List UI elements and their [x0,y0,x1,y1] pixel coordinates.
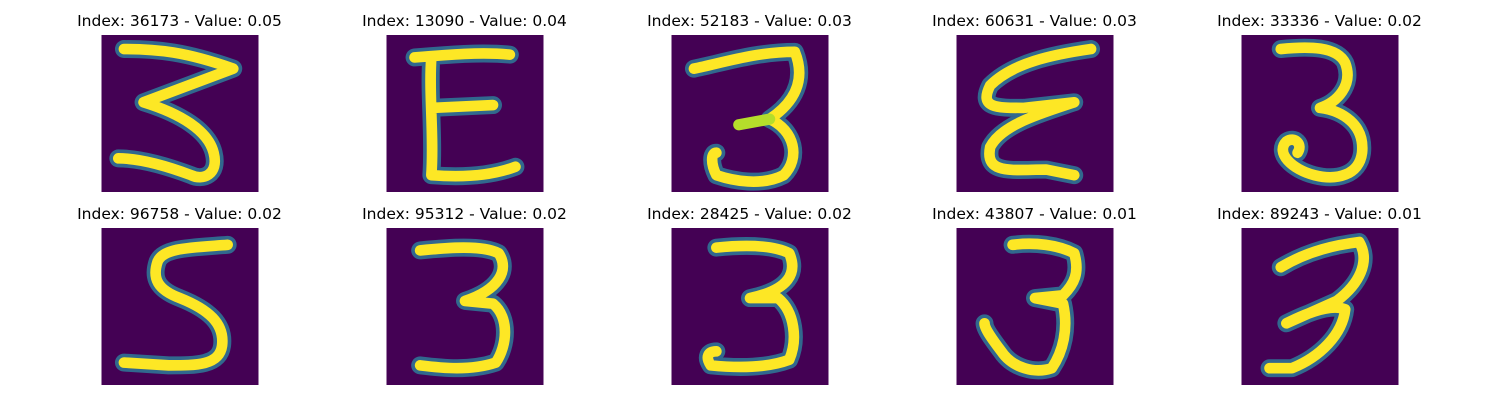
panel-7: Index: 95312 - Value: 0.02 [322,193,607,385]
digit-image [671,35,829,192]
digit-image [386,35,544,192]
digit-image [1241,228,1399,385]
digit-image [386,228,544,385]
panel-title: Index: 60631 - Value: 0.03 [932,12,1137,30]
panel-title: Index: 95312 - Value: 0.02 [362,205,567,223]
panel-6: Index: 96758 - Value: 0.02 [37,193,322,385]
digit-image [101,228,259,385]
digit-image [671,228,829,385]
panel-2: Index: 13090 - Value: 0.04 [322,0,607,192]
panel-title: Index: 36173 - Value: 0.05 [77,12,282,30]
panel-title: Index: 52183 - Value: 0.03 [647,12,852,30]
panel-3: Index: 52183 - Value: 0.03 [607,0,892,192]
digit-image [956,228,1114,385]
panel-title: Index: 43807 - Value: 0.01 [932,205,1137,223]
panel-4: Index: 60631 - Value: 0.03 [892,0,1177,192]
panel-1: Index: 36173 - Value: 0.05 [37,0,322,192]
panel-8: Index: 28425 - Value: 0.02 [607,193,892,385]
digit-image [101,35,259,192]
digit-image [1241,35,1399,192]
digit-image [956,35,1114,192]
panel-title: Index: 28425 - Value: 0.02 [647,205,852,223]
panel-title: Index: 13090 - Value: 0.04 [362,12,567,30]
panel-9: Index: 43807 - Value: 0.01 [892,193,1177,385]
panel-title: Index: 96758 - Value: 0.02 [77,205,282,223]
panel-title: Index: 89243 - Value: 0.01 [1217,205,1422,223]
panel-5: Index: 33336 - Value: 0.02 [1177,0,1462,192]
panel-10: Index: 89243 - Value: 0.01 [1177,193,1462,385]
panel-title: Index: 33336 - Value: 0.02 [1217,12,1422,30]
